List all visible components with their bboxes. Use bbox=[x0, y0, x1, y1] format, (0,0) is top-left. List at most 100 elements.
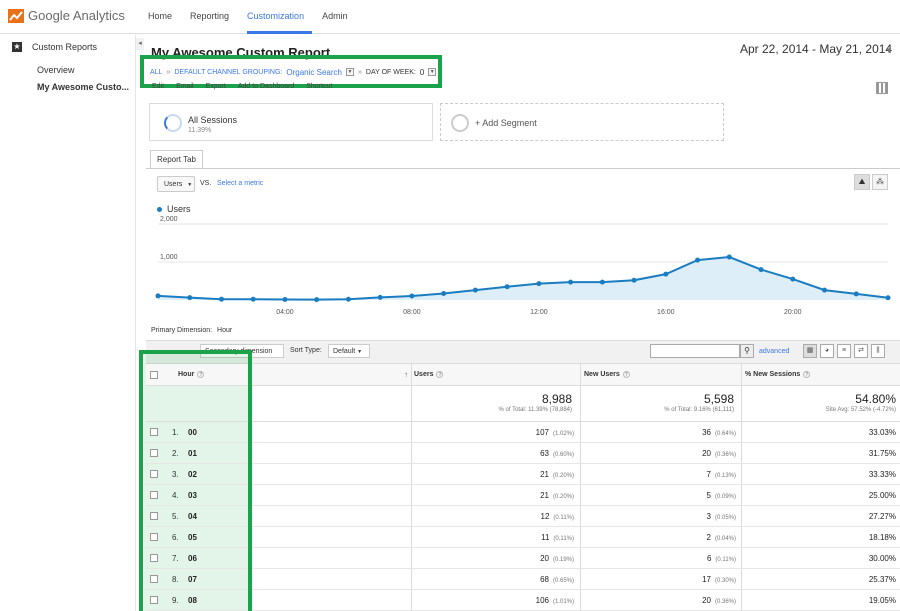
row-users: 68 (0.65%) bbox=[540, 575, 574, 584]
segment-ring-icon bbox=[164, 114, 182, 132]
row-hour-link[interactable]: 03 bbox=[188, 491, 197, 500]
chevron-down-icon[interactable]: ▼ bbox=[885, 46, 893, 55]
action-email[interactable]: Email bbox=[176, 83, 194, 90]
dropdown-icon[interactable]: ▼ bbox=[428, 68, 437, 76]
row-pct-new-sessions: 27.27% bbox=[868, 512, 896, 521]
row-new-users: 36 (0.64%) bbox=[702, 428, 736, 437]
segment-title: All Sessions bbox=[188, 115, 238, 125]
row-new-users-pct: (0.11%) bbox=[715, 557, 736, 563]
collapse-sidebar-icon[interactable]: ◂ bbox=[136, 38, 144, 50]
add-segment-button[interactable]: + Add Segment bbox=[440, 103, 724, 141]
tab-report[interactable]: Report Tab bbox=[150, 150, 203, 169]
row-users: 20 (0.19%) bbox=[540, 554, 574, 563]
nav-home[interactable]: Home bbox=[148, 11, 173, 21]
row-pct-new-sessions: 18.18% bbox=[868, 533, 896, 542]
row-checkbox[interactable] bbox=[150, 554, 158, 562]
empty-ring-icon bbox=[451, 114, 469, 132]
action-edit[interactable]: Edit bbox=[152, 83, 165, 90]
total-pct-new-sub: Site Avg: 57.52% (-4.72%) bbox=[825, 407, 896, 413]
highlight-box-breadcrumb bbox=[140, 55, 442, 88]
row-hour-link[interactable]: 02 bbox=[188, 470, 197, 479]
row-number: 8. bbox=[172, 575, 179, 584]
nav-customization[interactable]: Customization bbox=[247, 0, 313, 34]
logo[interactable]: Google Analytics bbox=[8, 8, 125, 23]
row-checkbox[interactable] bbox=[150, 428, 158, 436]
row-hour-link[interactable]: 06 bbox=[188, 554, 197, 563]
table-view-icon[interactable]: ▦ bbox=[803, 344, 817, 358]
comparison-view-icon[interactable]: ⇄ bbox=[854, 344, 868, 358]
column-header-new-users[interactable]: New Users? bbox=[584, 371, 630, 378]
row-hour-link[interactable]: 08 bbox=[188, 596, 197, 605]
table-search-input[interactable] bbox=[650, 344, 740, 358]
row-users-value: 106 bbox=[535, 596, 549, 605]
segment-all-sessions[interactable]: All Sessions 11.39% bbox=[149, 103, 433, 141]
total-users-sub: % of Total: 11.39% (78,884) bbox=[498, 407, 573, 413]
row-checkbox[interactable] bbox=[150, 596, 158, 604]
data-point bbox=[472, 287, 478, 293]
breadcrumb-all[interactable]: ALL bbox=[150, 68, 163, 76]
table-row: 8. 07 68 (0.65%) 17 (0.30%) 25.37% bbox=[146, 569, 900, 590]
segment-subtitle: 11.39% bbox=[188, 127, 212, 134]
motion-chart-icon[interactable]: ⁂ bbox=[872, 174, 888, 190]
row-users-value: 63 bbox=[540, 449, 549, 458]
row-new-users: 7 (0.13%) bbox=[707, 470, 736, 479]
select-all-checkbox[interactable] bbox=[150, 371, 158, 379]
column-header-users[interactable]: Users? bbox=[414, 371, 444, 378]
row-hour-link[interactable]: 04 bbox=[188, 512, 197, 521]
row-checkbox[interactable] bbox=[150, 533, 158, 541]
sort-type-dropdown[interactable]: Default ▼ bbox=[328, 344, 370, 358]
column-header-hour[interactable]: Hour? bbox=[178, 371, 205, 378]
row-hour-link[interactable]: 01 bbox=[188, 449, 197, 458]
sort-arrow-icon[interactable]: ↑ bbox=[404, 370, 408, 379]
row-checkbox[interactable] bbox=[150, 491, 158, 499]
top-bar: Google Analytics Home Reporting Customiz… bbox=[0, 0, 900, 34]
column-divider bbox=[741, 364, 742, 611]
row-hour-link[interactable]: 07 bbox=[188, 575, 197, 584]
sidebar-item-overview[interactable]: Overview bbox=[37, 65, 75, 75]
date-range-picker[interactable]: Apr 22, 2014 - May 21, 2014 bbox=[740, 42, 893, 56]
select-metric-link[interactable]: Select a metric bbox=[217, 180, 264, 187]
action-export[interactable]: Export bbox=[205, 83, 226, 90]
pivot-view-icon[interactable]: ⫼ bbox=[871, 344, 885, 358]
row-number: 1. bbox=[172, 428, 179, 437]
sidebar-header[interactable]: ★ Custom Reports bbox=[12, 42, 97, 52]
line-chart-icon[interactable]: ⛰ bbox=[854, 174, 870, 190]
row-new-users-pct: (0.30%) bbox=[714, 578, 736, 584]
grid-view-icon[interactable] bbox=[876, 82, 888, 94]
advanced-filter-link[interactable]: advanced bbox=[759, 348, 790, 355]
row-number: 6. bbox=[172, 533, 179, 542]
column-divider bbox=[411, 364, 412, 611]
row-hour-link[interactable]: 05 bbox=[188, 533, 197, 542]
column-divider bbox=[580, 364, 581, 611]
row-users-value: 20 bbox=[540, 554, 549, 563]
row-pct-new-sessions: 25.37% bbox=[868, 575, 896, 584]
row-users-pct: (1.01%) bbox=[552, 599, 574, 605]
nav-reporting[interactable]: Reporting bbox=[190, 11, 230, 21]
action-add-dashboard[interactable]: Add to Dashboard bbox=[237, 83, 295, 90]
performance-view-icon[interactable]: ≡ bbox=[837, 344, 851, 358]
dropdown-icon[interactable]: ▼ bbox=[345, 68, 354, 76]
breadcrumb-dim2-value[interactable]: 0 bbox=[419, 67, 425, 77]
row-checkbox[interactable] bbox=[150, 449, 158, 457]
nav-admin[interactable]: Admin bbox=[322, 11, 348, 21]
sidebar-item-custom-report[interactable]: My Awesome Custo... bbox=[37, 82, 130, 92]
metric-dropdown[interactable]: Users ▼ bbox=[157, 176, 195, 192]
row-checkbox[interactable] bbox=[150, 575, 158, 583]
row-checkbox[interactable] bbox=[150, 470, 158, 478]
help-icon: ? bbox=[803, 371, 811, 378]
row-hour-link[interactable]: 00 bbox=[188, 428, 197, 437]
row-checkbox[interactable] bbox=[150, 512, 158, 520]
row-pct-new-sessions: 19.05% bbox=[868, 596, 896, 605]
breadcrumb-dim1-value[interactable]: Organic Search bbox=[286, 67, 342, 77]
column-header-pct-new-sessions[interactable]: % New Sessions? bbox=[745, 371, 811, 378]
help-icon: ? bbox=[436, 371, 444, 378]
tab-divider bbox=[146, 168, 900, 169]
breadcrumb-dim1[interactable]: DEFAULT CHANNEL GROUPING: bbox=[174, 68, 283, 76]
row-pct-new-sessions: 31.75% bbox=[868, 449, 896, 458]
search-icon[interactable]: ⚲ bbox=[740, 344, 754, 358]
row-new-users: 20 (0.36%) bbox=[702, 449, 736, 458]
row-new-users-value: 20 bbox=[702, 449, 711, 458]
action-shortcut[interactable]: Shortcut bbox=[306, 83, 333, 90]
chart-legend: Users bbox=[157, 204, 191, 214]
pie-view-icon[interactable]: ◕ bbox=[820, 344, 834, 358]
